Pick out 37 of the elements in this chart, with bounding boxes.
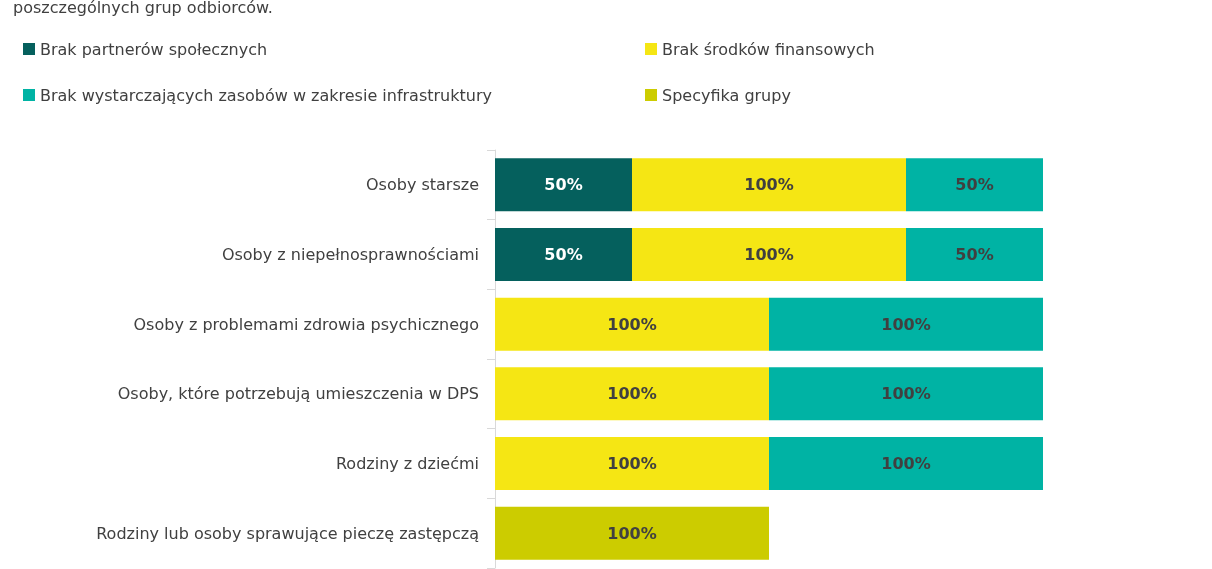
data-label: 100%: [607, 454, 657, 473]
y-tick-label: Osoby, które potrzebują umieszczenia w DPS: [117, 384, 479, 404]
bar: [769, 437, 1043, 490]
data-label: 100%: [881, 314, 931, 334]
text: poszczególnych grup odbiorców.: [13, 0, 273, 17]
data-label: 100%: [744, 245, 794, 264]
legend-label: Brak środków finansowych: [662, 39, 875, 59]
y-tick-label: Rodziny z dziećmi: [335, 454, 479, 473]
bar: [769, 297, 1043, 351]
data-label: 100%: [881, 454, 931, 473]
data-label: 50%: [544, 175, 583, 195]
data-label: 50%: [955, 175, 994, 195]
data-label: 100%: [607, 314, 657, 334]
bar: [495, 228, 632, 281]
data-label: 100%: [744, 175, 794, 195]
bar: [906, 158, 1043, 212]
bar: [495, 367, 769, 421]
data-label: 50%: [955, 245, 994, 264]
y-tick-label: Osoby z niepełnosprawnościami: [221, 245, 479, 264]
data-label: 50%: [544, 245, 583, 264]
bar: [632, 158, 906, 212]
bar: [495, 437, 769, 490]
legend-label: Specyfika grupy: [662, 85, 791, 105]
data-label: 100%: [881, 384, 931, 404]
bar: [495, 506, 769, 560]
bar: [495, 297, 769, 351]
legend-label: Brak wystarczających zasobów w zakresie infrastruktury: [40, 85, 492, 105]
y-tick-label: Osoby z problemami zdrowia psychicznego: [133, 314, 479, 334]
legend-label: Brak partnerów społecznych: [40, 39, 268, 59]
bar: [495, 158, 632, 212]
data-label: 100%: [607, 523, 657, 543]
bar: [769, 367, 1043, 421]
data-label: 100%: [607, 384, 657, 404]
y-tick-label: Rodziny lub osoby sprawujące pieczę zastępczą: [96, 523, 479, 543]
y-tick-label: Osoby starsze: [366, 175, 479, 195]
bar: [906, 228, 1043, 281]
bar: [632, 228, 906, 281]
